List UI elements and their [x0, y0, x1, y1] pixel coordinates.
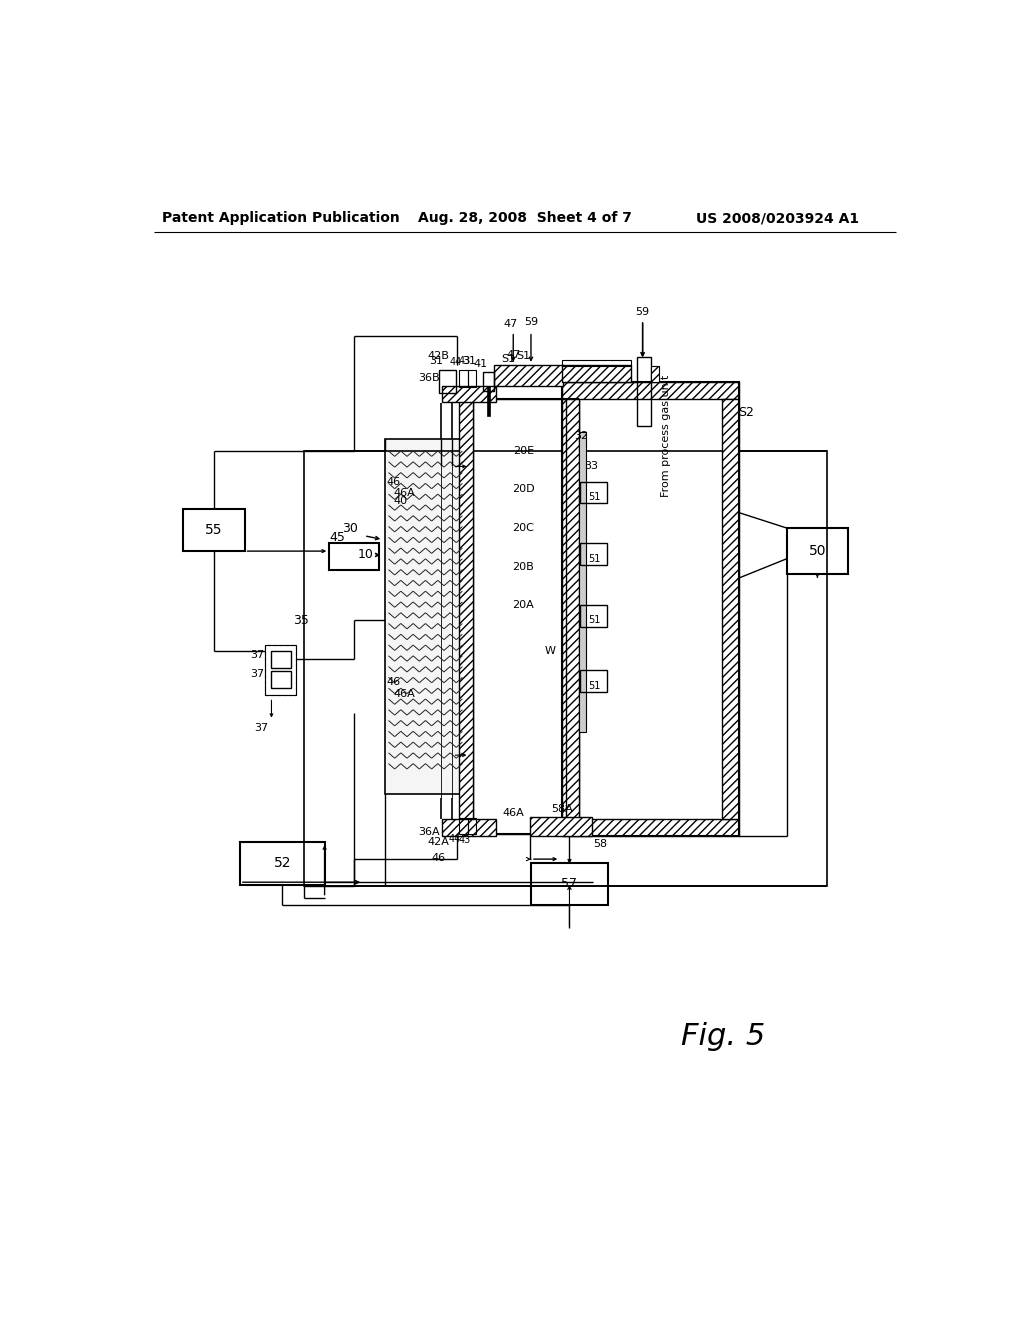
- Text: 20D: 20D: [512, 484, 535, 495]
- Text: 45: 45: [330, 531, 345, 544]
- Bar: [473, 399, 565, 834]
- Text: 36A: 36A: [418, 828, 439, 837]
- Text: Patent Application Publication: Patent Application Publication: [162, 211, 399, 226]
- Bar: [562, 399, 579, 818]
- Bar: [581, 482, 607, 503]
- Text: 31: 31: [463, 356, 476, 366]
- Text: 43: 43: [459, 834, 471, 845]
- Bar: [562, 381, 739, 836]
- Text: Aug. 28, 2008  Sheet 4 of 7: Aug. 28, 2008 Sheet 4 of 7: [418, 211, 632, 226]
- Text: 42A: 42A: [428, 837, 450, 847]
- Bar: [722, 399, 739, 818]
- Bar: [637, 358, 651, 426]
- Bar: [483, 372, 494, 391]
- Text: 46: 46: [431, 853, 445, 862]
- Text: W: W: [545, 647, 556, 656]
- Bar: [265, 645, 296, 696]
- Text: 43: 43: [459, 356, 471, 366]
- Text: 55: 55: [205, 523, 222, 536]
- Text: 51: 51: [588, 492, 600, 502]
- Text: 40: 40: [393, 496, 408, 506]
- Text: S2: S2: [738, 407, 755, 418]
- Bar: [460, 399, 473, 834]
- Bar: [579, 399, 722, 818]
- Text: 35: 35: [294, 614, 309, 627]
- Text: 20C: 20C: [512, 523, 535, 533]
- Text: 37: 37: [251, 669, 264, 680]
- Text: 46: 46: [387, 477, 401, 487]
- Text: 57: 57: [561, 878, 578, 890]
- Bar: [468, 370, 475, 387]
- Text: 46: 46: [387, 677, 401, 686]
- Text: 41: 41: [474, 359, 488, 370]
- Bar: [581, 544, 607, 565]
- Bar: [580, 432, 586, 733]
- Text: 30: 30: [342, 521, 358, 535]
- Bar: [494, 364, 563, 387]
- Text: 20B: 20B: [512, 561, 535, 572]
- Bar: [271, 671, 291, 688]
- Text: 44: 44: [450, 356, 462, 367]
- Bar: [304, 451, 827, 886]
- Bar: [562, 360, 631, 367]
- Text: 51: 51: [588, 615, 600, 626]
- Text: 52: 52: [273, 855, 291, 870]
- Bar: [562, 818, 739, 836]
- Bar: [183, 508, 245, 552]
- Text: 51: 51: [588, 554, 600, 564]
- Bar: [581, 671, 607, 692]
- Text: 50: 50: [809, 544, 826, 558]
- Text: 59: 59: [524, 317, 538, 327]
- Text: 31: 31: [429, 356, 443, 366]
- Bar: [651, 367, 658, 381]
- Text: From process gas unit: From process gas unit: [660, 375, 671, 496]
- Bar: [459, 370, 468, 387]
- Text: US 2008/0203924 A1: US 2008/0203924 A1: [695, 211, 859, 226]
- Bar: [487, 385, 490, 416]
- Bar: [531, 863, 608, 906]
- Text: Fig. 5: Fig. 5: [681, 1022, 766, 1051]
- Bar: [565, 399, 580, 834]
- Bar: [562, 381, 739, 399]
- Bar: [271, 651, 291, 668]
- Bar: [240, 842, 325, 884]
- Bar: [330, 544, 379, 570]
- Text: 10: 10: [357, 548, 374, 561]
- Text: S1: S1: [516, 351, 530, 362]
- Text: 46A: 46A: [503, 808, 524, 818]
- Text: 58A: 58A: [551, 804, 572, 814]
- Text: 42B: 42B: [428, 351, 450, 360]
- Bar: [459, 817, 468, 834]
- Bar: [530, 817, 592, 836]
- Bar: [439, 370, 457, 393]
- Text: 47: 47: [507, 350, 521, 360]
- Bar: [265, 645, 296, 696]
- Bar: [468, 817, 475, 834]
- Text: 36B: 36B: [419, 372, 440, 383]
- Text: 37: 37: [251, 649, 264, 660]
- Text: 20A: 20A: [512, 601, 535, 610]
- Text: S1: S1: [501, 354, 515, 363]
- Text: 51: 51: [588, 681, 600, 690]
- Bar: [442, 385, 497, 403]
- Text: 37: 37: [254, 723, 268, 733]
- Bar: [385, 440, 469, 793]
- Text: 46A: 46A: [394, 689, 416, 698]
- Text: 47: 47: [504, 319, 518, 329]
- Bar: [562, 364, 631, 381]
- Bar: [581, 605, 607, 627]
- Text: 33: 33: [584, 462, 598, 471]
- Bar: [786, 528, 848, 574]
- Text: 59: 59: [636, 308, 649, 317]
- Bar: [442, 818, 497, 836]
- Text: 32: 32: [573, 430, 588, 441]
- Text: 58: 58: [593, 838, 607, 849]
- Text: 46A: 46A: [394, 488, 416, 499]
- Text: 20E: 20E: [513, 446, 534, 455]
- Text: 44: 44: [449, 834, 461, 843]
